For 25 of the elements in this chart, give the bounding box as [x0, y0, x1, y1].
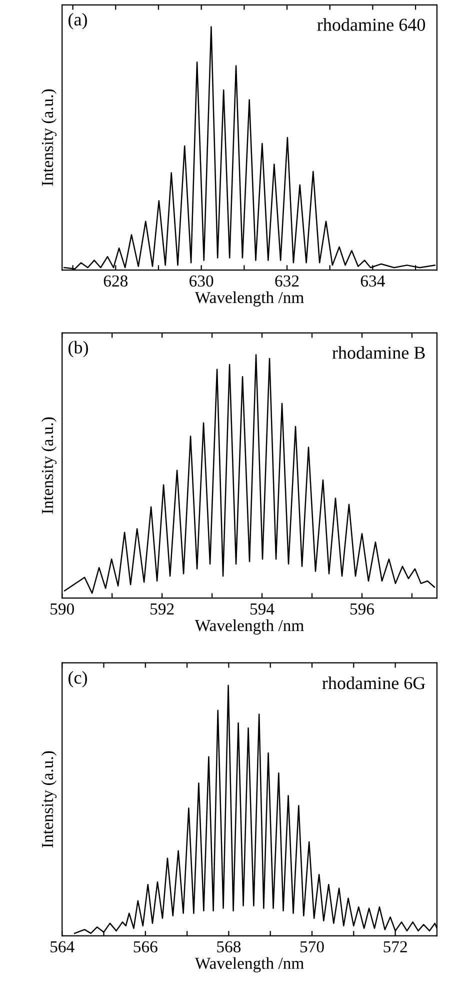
x-tick-label: 630 [190, 275, 214, 287]
x-tick-label: 564 [50, 941, 74, 952]
x-axis-title: Wavelength /nm [194, 619, 304, 635]
x-tick-label: 632 [275, 275, 299, 287]
chart-title: rhodamine 6G [322, 676, 426, 690]
annotation: (a) [68, 12, 87, 30]
x-tick-label: 628 [104, 275, 128, 287]
chart-title: rhodamine B [332, 346, 425, 359]
x-tick-label: 634 [360, 275, 385, 287]
chart-title: rhodamine 640 [317, 18, 426, 31]
annotation: (c) [68, 671, 87, 688]
x-tick-label: 572 [384, 941, 407, 952]
x-tick-label: 568 [217, 941, 241, 952]
x-tick-label: 590 [50, 603, 74, 615]
x-tick-label: 594 [250, 603, 274, 615]
x-axis-title: Wavelength /nm [194, 957, 304, 972]
y-axis-title: Intensity (a.u.) [41, 89, 57, 186]
x-axis-title: Wavelength /nm [194, 291, 304, 307]
x-tick-label: 596 [350, 603, 374, 615]
x-tick-label: 566 [134, 941, 158, 952]
x-tick-label: 570 [300, 941, 324, 952]
x-tick-label: 592 [150, 603, 174, 615]
annotation: (b) [68, 340, 88, 358]
y-axis-title: Intensity (a.u.) [41, 751, 57, 848]
y-axis-title: Intensity (a.u.) [41, 417, 57, 514]
